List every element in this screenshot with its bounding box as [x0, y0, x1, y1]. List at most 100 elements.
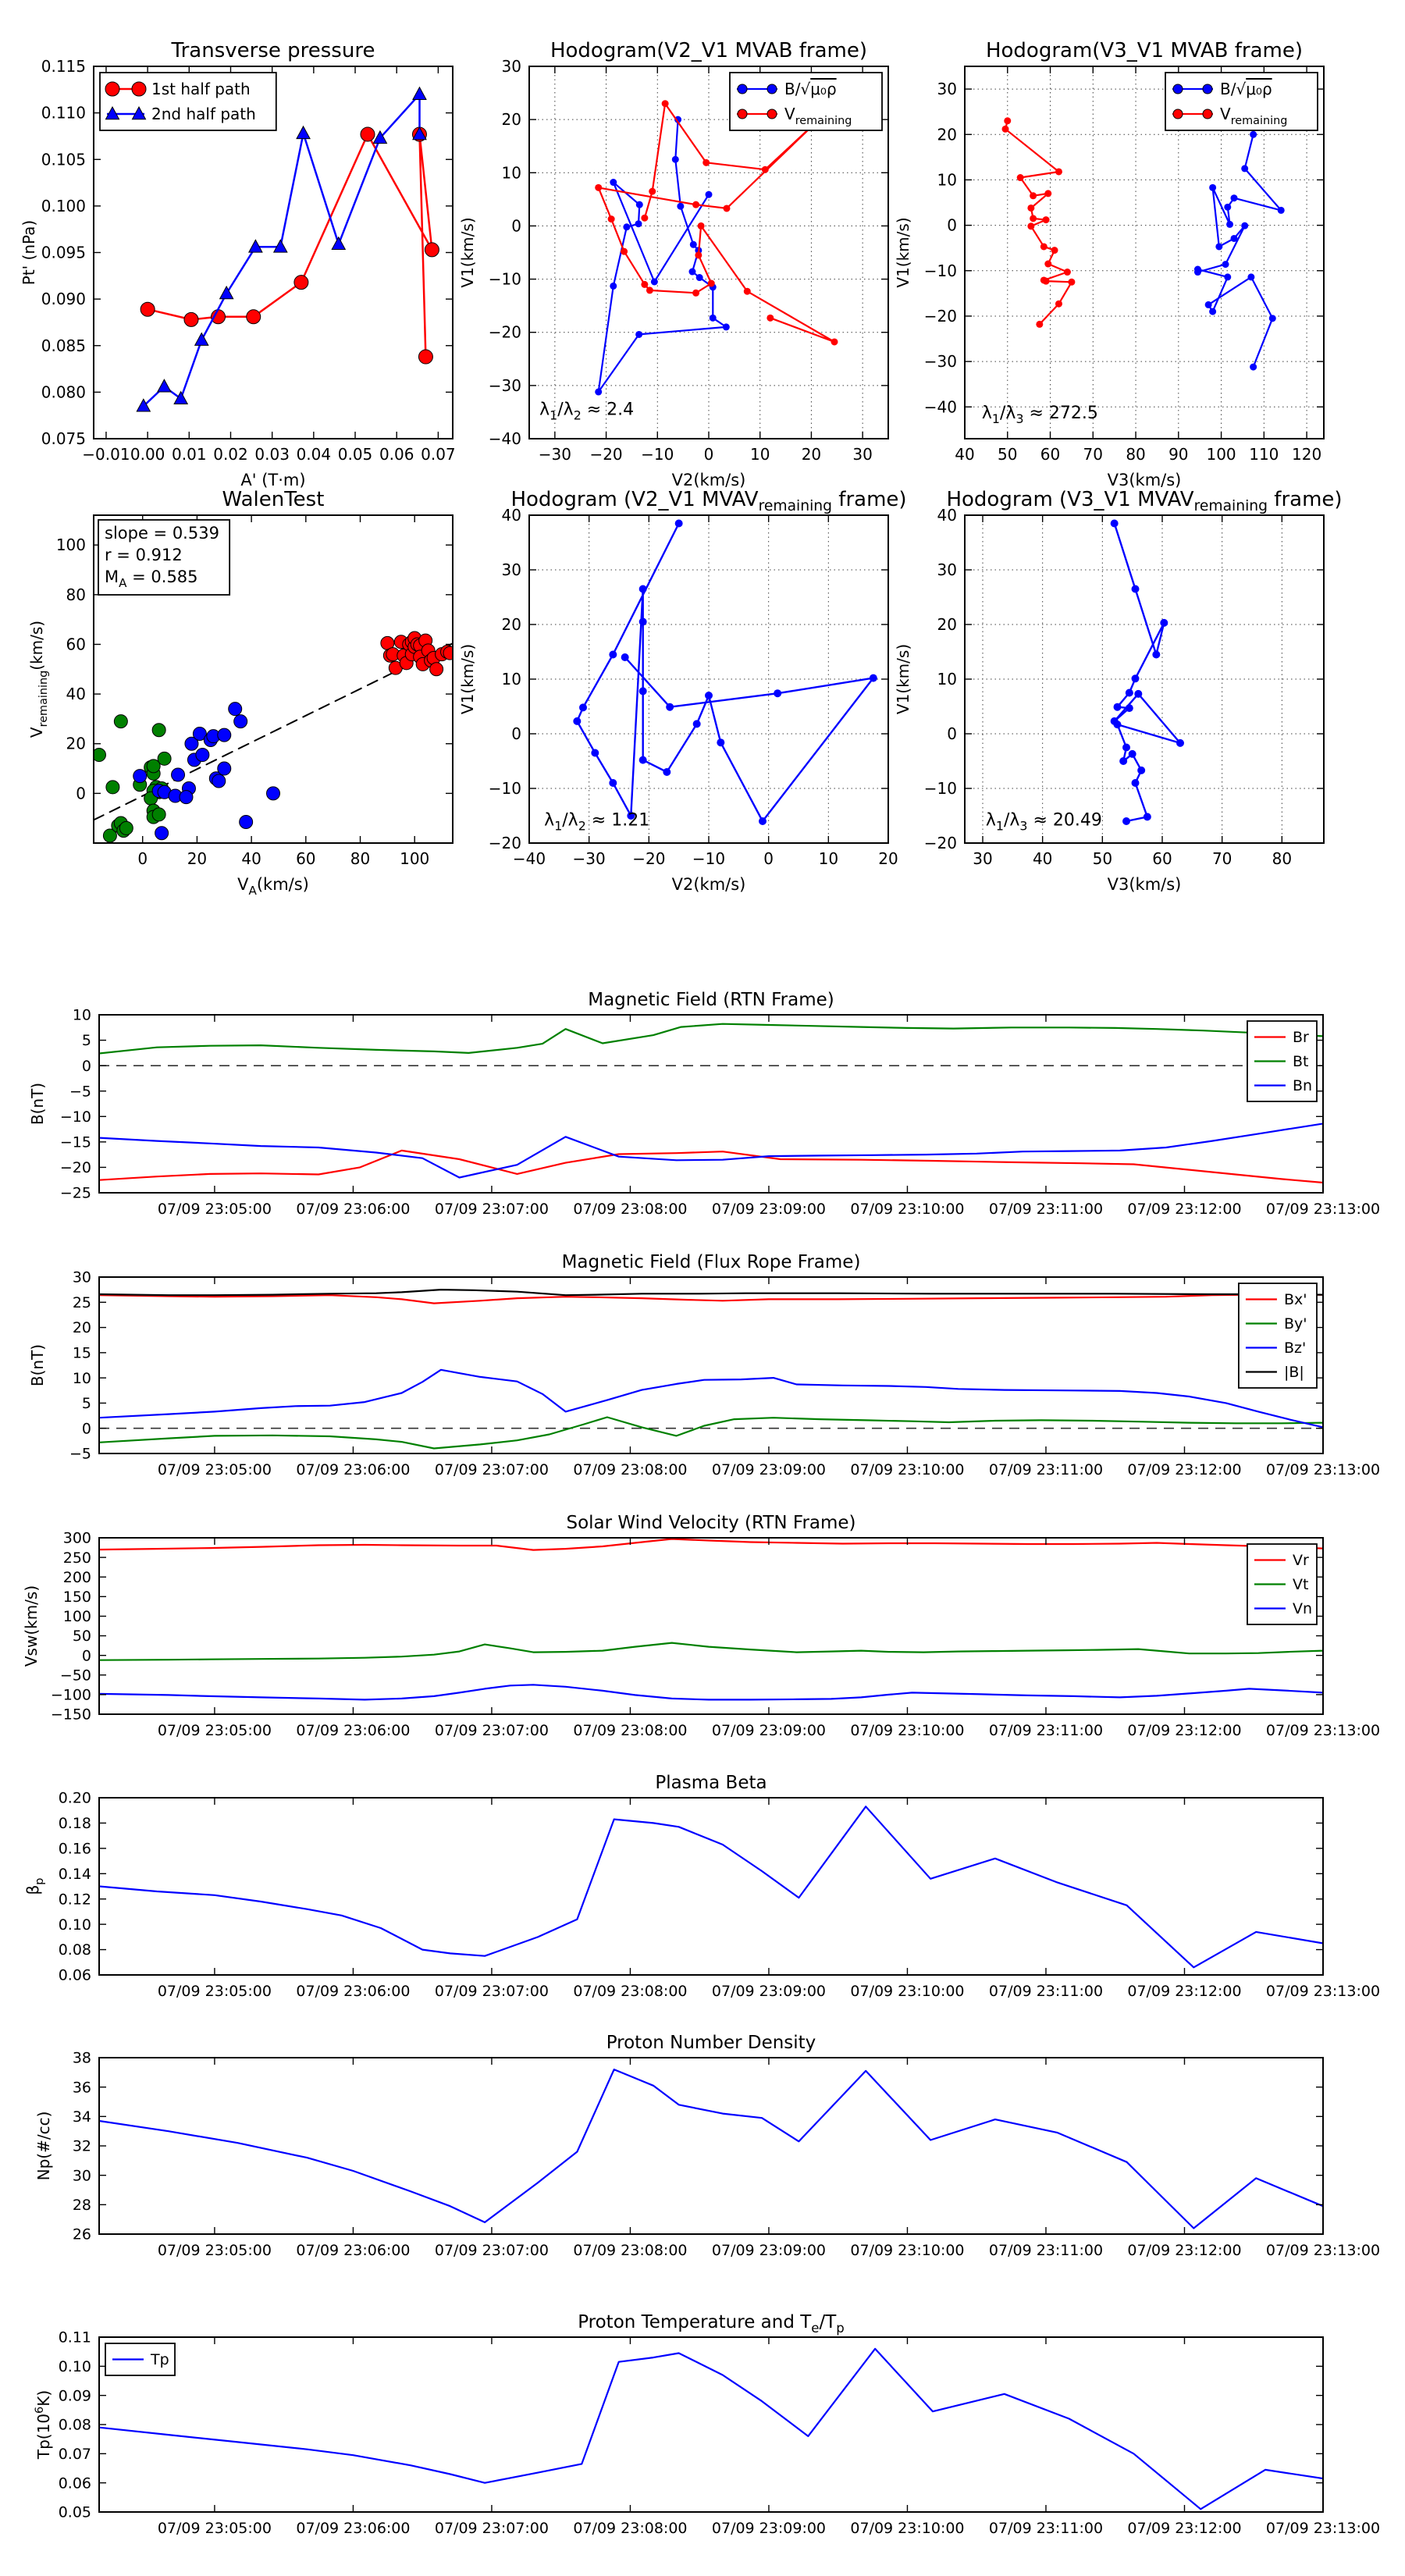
point-marker — [1125, 704, 1133, 713]
y-tick-label: 0 — [947, 216, 957, 235]
x-tick-label: 90 — [1168, 445, 1188, 464]
point-marker — [609, 650, 617, 659]
y-axis-label: V1(km/s) — [894, 217, 912, 287]
legend: Vr Vt Vn — [1247, 1543, 1318, 1625]
point-marker — [641, 280, 649, 288]
x-tick-label: 07/09 23:08:00 — [573, 2520, 687, 2537]
y-tick-label: 20 — [73, 1319, 91, 1336]
x-tick-label: 0.05 — [338, 445, 373, 464]
point-marker — [689, 240, 697, 248]
y-tick-label: −30 — [489, 376, 521, 395]
x-tick-labels: −40 −30 −20 −10 0 10 20 — [513, 849, 898, 868]
point-marker — [869, 674, 877, 682]
plot-border — [528, 514, 889, 844]
panel-title: Proton Number Density — [606, 2033, 816, 2053]
y-tick-label: 20 — [937, 125, 957, 144]
x-axis-label: VA(km/s) — [237, 875, 309, 898]
x-tick-label: 07/09 23:06:00 — [296, 2520, 410, 2537]
series-group — [98, 2069, 1324, 2229]
series-group — [136, 86, 439, 412]
triangle-marker — [131, 105, 147, 120]
x-tick-label: 07/09 23:10:00 — [850, 1461, 964, 1478]
series-group — [595, 100, 838, 396]
y-tick-label: −10 — [60, 1108, 91, 1126]
x-tick-labels: 30 40 50 60 70 80 — [973, 849, 1292, 868]
x-tick-label: 07/09 23:06:00 — [296, 1461, 410, 1478]
plot-border — [98, 1014, 1324, 1194]
x-tick-label: 07/09 23:08:00 — [573, 1983, 687, 2000]
point-marker — [677, 202, 685, 210]
y-tick-labels: −40 −30 −20 −10 0 10 20 30 — [924, 80, 957, 416]
plot-border — [98, 1537, 1324, 1715]
y-tick-label: 36 — [73, 2079, 91, 2096]
point-marker — [1277, 206, 1285, 214]
panel-mag-field-rtn: 07/09 23:05:00 07/09 23:06:00 07/09 23:07:… — [28, 990, 1380, 1218]
y-tick-label: 40 — [66, 685, 86, 703]
point-marker — [737, 84, 748, 94]
point-marker — [1113, 720, 1122, 729]
x-tick-label: 0.02 — [213, 445, 248, 464]
y-axis-label: Np(#/cc) — [34, 2112, 53, 2181]
x-tick-label: −20 — [589, 445, 622, 464]
panel-title: Hodogram (V2_V1 MVAVremaining frame) — [510, 488, 906, 514]
panel-hodogram-v2v1-mvab: −30 −20 −10 0 10 20 30 −40 −30 −20 −10 0 10 20 30 Hodog… — [458, 39, 889, 489]
grid — [965, 514, 1324, 844]
x-tick-labels: 40 50 60 70 80 90 100 110 120 — [955, 445, 1321, 464]
point-marker — [638, 585, 647, 593]
y-tick-label: 30 — [502, 57, 521, 76]
point-marker — [646, 286, 653, 294]
x-tick-label: 07/09 23:05:00 — [158, 1461, 272, 1478]
triangle-marker — [157, 379, 172, 393]
plot-area — [99, 1538, 1323, 1714]
legend-item-label: Vr — [1293, 1552, 1309, 1569]
panel-title: Proton Temperature and Te/Tp — [578, 2312, 845, 2336]
y-tick-label: 50 — [73, 1628, 91, 1645]
y-tick-label: 0.090 — [41, 290, 86, 308]
x-tick-labels: 07/09 23:05:00 07/09 23:06:00 07/09 23:07:… — [158, 1983, 1380, 2000]
point-marker — [607, 215, 615, 223]
point-marker — [360, 126, 375, 142]
y-tick-label: 0 — [82, 1058, 91, 1075]
stats-box-border — [98, 519, 231, 596]
legend: Tp — [105, 2343, 176, 2376]
point-marker — [429, 662, 444, 677]
series-markers-walen-test-2 — [133, 702, 280, 841]
point-marker — [1122, 743, 1130, 752]
axis-ticks — [964, 66, 1324, 439]
series-line-Vn — [98, 1684, 1324, 1701]
point-marker — [133, 769, 148, 784]
point-marker — [707, 279, 715, 287]
y-tick-label: 0 — [511, 216, 521, 235]
x-tick-label: 07/09 23:08:00 — [573, 2242, 687, 2259]
x-tick-label: 07/09 23:11:00 — [989, 1201, 1103, 1218]
x-tick-label: 50 — [998, 445, 1017, 464]
plot-border — [93, 66, 454, 439]
legend-item-label: Bx' — [1284, 1291, 1307, 1308]
y-tick-label: 0 — [82, 1647, 91, 1664]
point-marker — [1125, 688, 1133, 697]
point-marker — [183, 311, 199, 327]
point-marker — [1044, 190, 1052, 197]
x-tick-label: 60 — [1040, 445, 1060, 464]
point-marker — [709, 314, 717, 322]
y-tick-label: 0.06 — [59, 1967, 91, 1984]
y-tick-label: 0.115 — [41, 57, 86, 76]
point-marker — [759, 817, 767, 825]
x-tick-label: 07/09 23:09:00 — [712, 2242, 826, 2259]
y-tick-label: 100 — [56, 535, 86, 554]
point-marker — [638, 756, 647, 764]
annotation-text: λ1/λ2 ≈ 2.4 — [539, 400, 634, 422]
point-marker — [767, 109, 777, 119]
x-tick-label: 07/09 23:13:00 — [1266, 1461, 1380, 1478]
point-marker — [1044, 260, 1052, 268]
legend: Bx' By' Bz' |B| — [1238, 1283, 1318, 1389]
y-axis-label: Tp(106K) — [34, 2390, 53, 2460]
point-marker — [1113, 703, 1122, 711]
point-marker — [1042, 277, 1050, 285]
y-tick-label: −20 — [924, 307, 957, 326]
y-axis-label: V1(km/s) — [458, 217, 477, 287]
x-tick-label: 50 — [1093, 849, 1112, 868]
x-tick-label: 07/09 23:11:00 — [989, 1722, 1103, 1739]
point-marker — [1230, 234, 1238, 242]
y-tick-label: −20 — [60, 1159, 91, 1176]
